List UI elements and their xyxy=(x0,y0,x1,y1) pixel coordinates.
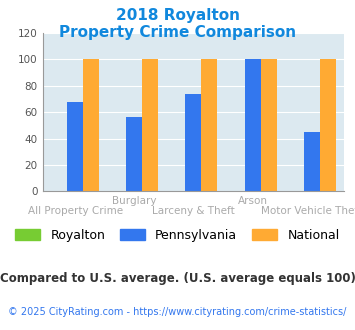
Text: All Property Crime: All Property Crime xyxy=(28,206,123,216)
Text: Compared to U.S. average. (U.S. average equals 100): Compared to U.S. average. (U.S. average … xyxy=(0,272,355,285)
Text: Property Crime Comparison: Property Crime Comparison xyxy=(59,25,296,40)
Bar xyxy=(202,59,217,191)
Bar xyxy=(126,117,142,191)
Text: Larceny & Theft: Larceny & Theft xyxy=(152,206,235,216)
Bar xyxy=(304,132,320,191)
Legend: Royalton, Pennsylvania, National: Royalton, Pennsylvania, National xyxy=(10,224,345,247)
Text: Motor Vehicle Theft: Motor Vehicle Theft xyxy=(261,206,355,216)
Bar xyxy=(261,59,277,191)
Bar xyxy=(245,59,261,191)
Bar xyxy=(67,102,83,191)
Bar xyxy=(186,94,202,191)
Text: 2018 Royalton: 2018 Royalton xyxy=(115,8,240,23)
Bar xyxy=(142,59,158,191)
Bar xyxy=(83,59,99,191)
Text: Arson: Arson xyxy=(237,196,268,206)
Text: Burglary: Burglary xyxy=(112,196,157,206)
Bar xyxy=(320,59,336,191)
Text: © 2025 CityRating.com - https://www.cityrating.com/crime-statistics/: © 2025 CityRating.com - https://www.city… xyxy=(8,307,347,317)
